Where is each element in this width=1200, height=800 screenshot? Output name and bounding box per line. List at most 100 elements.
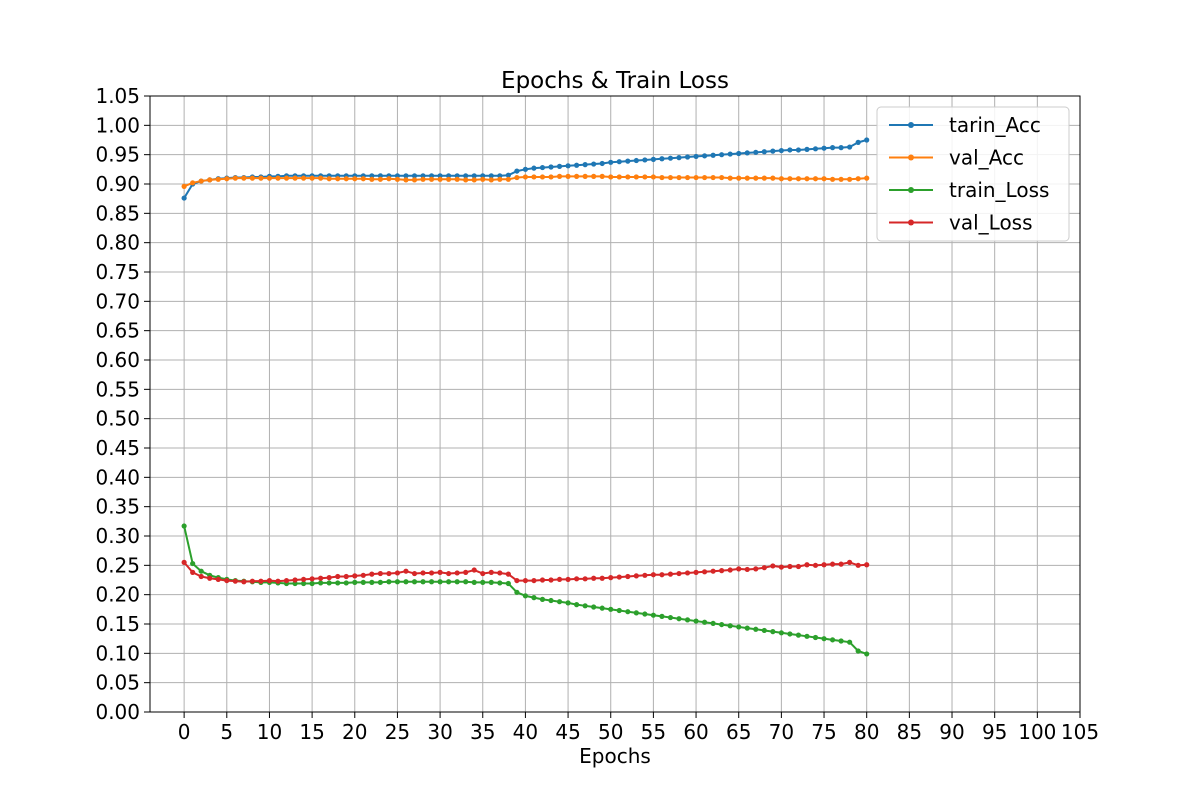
data-point — [249, 578, 255, 584]
data-point — [326, 580, 332, 586]
data-point — [241, 175, 247, 181]
data-point — [224, 577, 230, 584]
data-point — [736, 566, 742, 572]
data-point — [207, 575, 213, 581]
data-point — [258, 175, 264, 181]
data-point — [556, 599, 563, 605]
data-point — [855, 648, 861, 654]
data-point — [736, 624, 742, 630]
data-point — [838, 176, 844, 182]
data-point — [565, 163, 571, 169]
data-point — [275, 578, 281, 584]
data-point — [531, 595, 537, 601]
data-point — [326, 176, 332, 182]
data-point — [565, 600, 571, 606]
data-point — [198, 178, 204, 184]
data-point — [667, 174, 674, 181]
data-point — [804, 176, 810, 182]
data-point — [719, 152, 725, 158]
data-point — [753, 626, 759, 632]
data-point — [804, 633, 810, 639]
data-point — [864, 651, 870, 657]
data-point — [847, 639, 853, 645]
data-point — [497, 176, 503, 182]
data-point — [625, 158, 631, 164]
data-point — [574, 173, 580, 179]
legend-item: val_Acc — [889, 146, 1024, 170]
data-point — [488, 569, 494, 575]
data-point — [411, 570, 418, 577]
data-point — [326, 575, 332, 581]
legend-marker — [908, 187, 914, 193]
data-point — [847, 144, 853, 150]
data-point — [241, 579, 247, 585]
data-point — [744, 625, 750, 631]
data-point — [633, 573, 639, 579]
data-point — [318, 175, 324, 181]
data-point — [181, 195, 187, 201]
data-point — [480, 570, 486, 577]
data-point — [753, 566, 759, 572]
data-point — [625, 609, 631, 615]
data-point — [335, 176, 341, 182]
data-point — [608, 606, 614, 612]
data-point — [701, 619, 708, 625]
data-point — [300, 580, 307, 587]
data-point — [770, 563, 776, 569]
data-point — [514, 577, 520, 584]
data-point — [505, 571, 511, 577]
data-point — [599, 173, 605, 179]
data-point — [360, 572, 366, 578]
plot-frame — [149, 95, 1081, 713]
data-point — [642, 572, 648, 578]
data-point — [446, 579, 452, 585]
plot-series — [181, 137, 870, 657]
data-point — [625, 573, 631, 580]
data-point — [829, 145, 836, 151]
data-point — [283, 577, 290, 584]
data-point — [190, 180, 196, 186]
data-point — [625, 174, 631, 180]
data-point — [471, 177, 477, 183]
data-point — [795, 147, 802, 153]
y-tick-label: 0.85 — [95, 201, 140, 225]
data-point — [701, 569, 708, 575]
legend-item: tarin_Acc — [889, 113, 1041, 137]
y-tick-label: 0.75 — [95, 260, 140, 284]
data-point — [428, 570, 435, 576]
data-point — [574, 162, 580, 168]
data-point — [761, 565, 767, 571]
data-point — [847, 176, 853, 182]
data-point — [420, 570, 426, 576]
data-point — [812, 176, 819, 182]
legend-label: train_Loss — [949, 178, 1049, 202]
data-point — [437, 569, 443, 575]
data-point — [753, 175, 759, 181]
data-point — [360, 579, 366, 585]
data-point — [659, 156, 665, 162]
data-point — [778, 564, 784, 570]
data-point — [386, 176, 392, 182]
data-point — [855, 176, 861, 182]
y-tick-label: 0.00 — [95, 700, 140, 724]
data-point — [650, 174, 656, 180]
data-point — [727, 151, 733, 157]
data-point — [676, 174, 682, 181]
legend-marker — [908, 154, 914, 161]
data-point — [232, 578, 238, 584]
x-tick-label: 30 — [427, 720, 452, 744]
data-point — [403, 173, 409, 179]
data-point — [582, 576, 588, 582]
data-point — [318, 580, 324, 586]
data-point — [821, 176, 827, 182]
data-point — [386, 579, 392, 585]
data-point — [684, 617, 691, 623]
data-point — [599, 160, 605, 167]
data-point — [394, 570, 401, 576]
data-point — [642, 174, 648, 180]
data-point — [667, 614, 674, 621]
data-point — [394, 176, 401, 182]
data-point — [411, 173, 418, 179]
x-axis-ticks: 0 5 10 15 20 25 30 35 40 45 50 55 60 65 70 75 80 85 90 95 10… — [178, 712, 1099, 744]
